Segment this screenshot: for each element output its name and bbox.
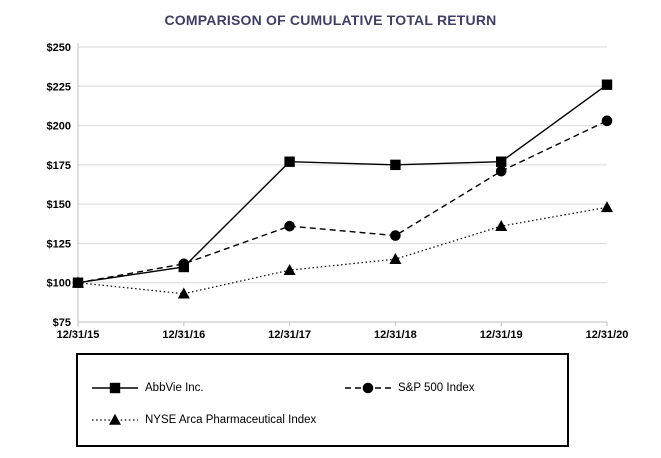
data-point-nyse-arca-pharmaceutical-index — [389, 252, 402, 264]
data-point-nyse-arca-pharmaceutical-index — [177, 287, 190, 299]
legend-item-nyse-arca: NYSE Arca Pharmaceutical Index — [92, 413, 316, 427]
data-point-nyse-arca-pharmaceutical-index — [495, 219, 508, 231]
sp500-dashed-circle-swatch-icon — [345, 381, 391, 395]
data-point-abbvie-inc — [72, 277, 84, 288]
series-line-abbvie-inc — [77, 84, 608, 284]
y-axis-tick-label: $225 — [47, 81, 71, 93]
legend-item-abbvie: AbbVie Inc. — [92, 381, 204, 395]
data-point-s-p-500-index — [495, 165, 507, 177]
x-axis-tick-label: 12/31/17 — [268, 329, 311, 341]
data-point-abbvie-inc — [601, 79, 613, 90]
legend-box: AbbVie Inc. S&P 500 Index NYSE Arca Phar… — [76, 353, 569, 447]
x-axis-tick-label: 12/31/20 — [586, 329, 629, 341]
y-axis-tick-label: $125 — [47, 238, 71, 250]
legend-item-sp500: S&P 500 Index — [345, 381, 475, 395]
data-point-s-p-500-index — [284, 220, 295, 232]
x-axis-tick-label: 12/31/19 — [480, 329, 523, 341]
y-axis-tick-label: $150 — [47, 199, 71, 211]
x-axis-tick-label: 12/31/15 — [57, 329, 100, 341]
data-point-s-p-500-index — [601, 115, 613, 127]
abbvie-solid-square-swatch-icon — [92, 381, 138, 395]
y-axis-tick-label: $200 — [47, 121, 71, 133]
series-line-nyse-arca-pharmaceutical-index — [77, 206, 608, 295]
y-axis-tick-label: $250 — [47, 42, 71, 54]
legend-label-sp500: S&P 500 Index — [398, 382, 475, 394]
chart-title: COMPARISON OF CUMULATIVE TOTAL RETURN — [164, 12, 497, 28]
x-axis-tick-label: 12/31/16 — [162, 329, 205, 341]
line-chart-plot-area: 12/31/15 12/31/16 12/31/17 12/31/18 12/31/19… — [47, 42, 629, 341]
data-point-abbvie-inc — [178, 261, 189, 273]
y-axis-tick-label: $100 — [47, 278, 71, 290]
x-axis-tick-label: 12/31/18 — [374, 329, 417, 341]
data-point-nyse-arca-pharmaceutical-index — [601, 201, 613, 213]
legend-label-abbvie: AbbVie Inc. — [145, 382, 204, 394]
data-point-nyse-arca-pharmaceutical-index — [283, 263, 296, 275]
series-line-s-p-500-index — [77, 120, 608, 284]
data-point-abbvie-inc — [496, 156, 507, 167]
nyse-arca-dotted-triangle-swatch-icon — [92, 413, 138, 427]
y-axis-tick-label: $75 — [53, 317, 71, 329]
legend-label-nyse-arca: NYSE Arca Pharmaceutical Index — [145, 414, 317, 426]
data-point-abbvie-inc — [390, 159, 401, 171]
y-axis-tick-label: $175 — [47, 160, 71, 172]
data-point-s-p-500-index — [390, 230, 401, 241]
data-point-abbvie-inc — [284, 156, 295, 167]
